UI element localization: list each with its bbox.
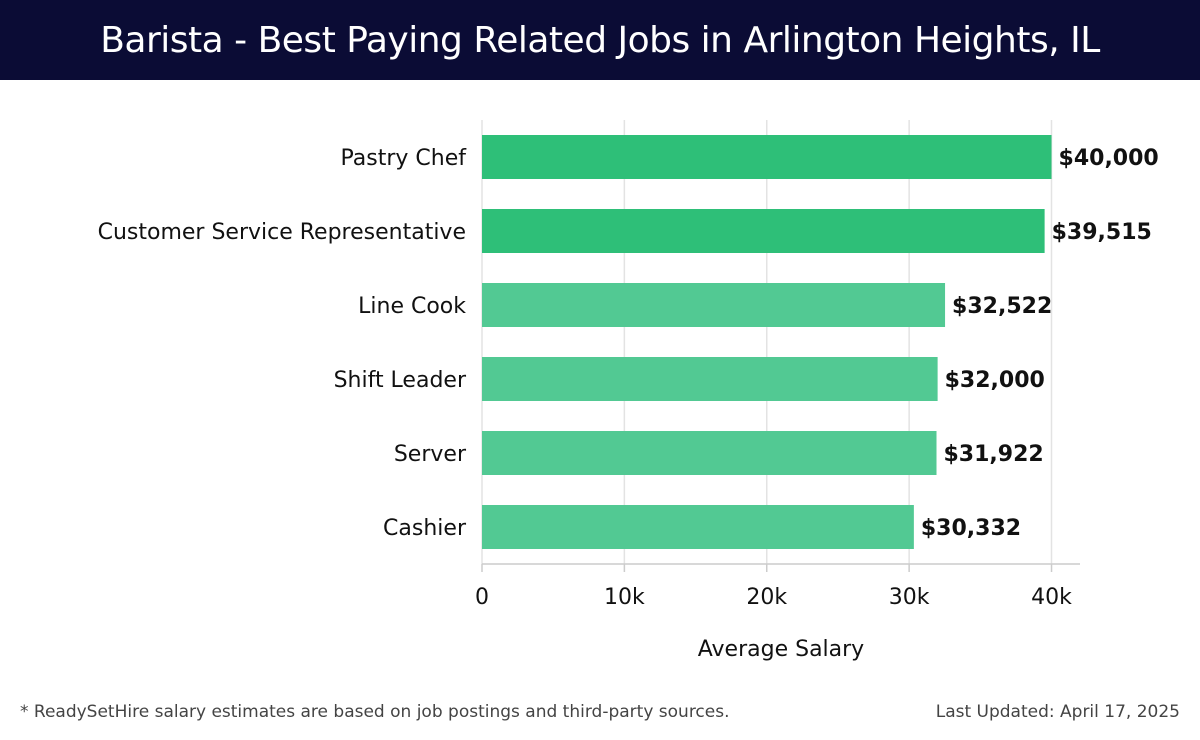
category-label: Customer Service Representative — [98, 220, 466, 245]
bar — [482, 209, 1045, 253]
value-label: $32,000 — [945, 368, 1045, 393]
bar — [482, 431, 937, 475]
bar-chart: Pastry Chef $40,000 Customer Service Repre… — [98, 120, 1159, 662]
last-updated: Last Updated: April 17, 2025 — [935, 702, 1180, 722]
value-label: $31,922 — [944, 442, 1044, 467]
bars: Pastry Chef $40,000 Customer Service Repre… — [98, 135, 1159, 549]
chart-title: Barista - Best Paying Related Jobs in Ar… — [0, 0, 1200, 80]
bar — [482, 357, 938, 401]
bar — [482, 283, 946, 327]
bar — [482, 135, 1052, 179]
x-tick-label: 30k — [889, 585, 930, 610]
x-tick-label: 20k — [746, 585, 787, 610]
category-label: Server — [394, 442, 467, 467]
category-label: Pastry Chef — [341, 146, 468, 171]
value-label: $39,515 — [1052, 220, 1152, 245]
x-axis-label: Average Salary — [698, 637, 864, 662]
category-label: Line Cook — [358, 294, 466, 319]
value-label: $40,000 — [1059, 146, 1159, 171]
category-label: Shift Leader — [334, 368, 467, 393]
footnote: * ReadySetHire salary estimates are base… — [20, 702, 730, 722]
x-axis: 0 10k 20k 30k 40k — [475, 563, 1080, 610]
value-label: $32,522 — [952, 294, 1052, 319]
grid-lines — [481, 120, 1053, 564]
x-tick-label: 10k — [604, 585, 645, 610]
x-tick-label: 0 — [475, 585, 489, 610]
x-tick-label: 40k — [1031, 585, 1072, 610]
bar — [482, 505, 914, 549]
category-label: Cashier — [383, 516, 467, 541]
value-label: $30,332 — [921, 516, 1021, 541]
